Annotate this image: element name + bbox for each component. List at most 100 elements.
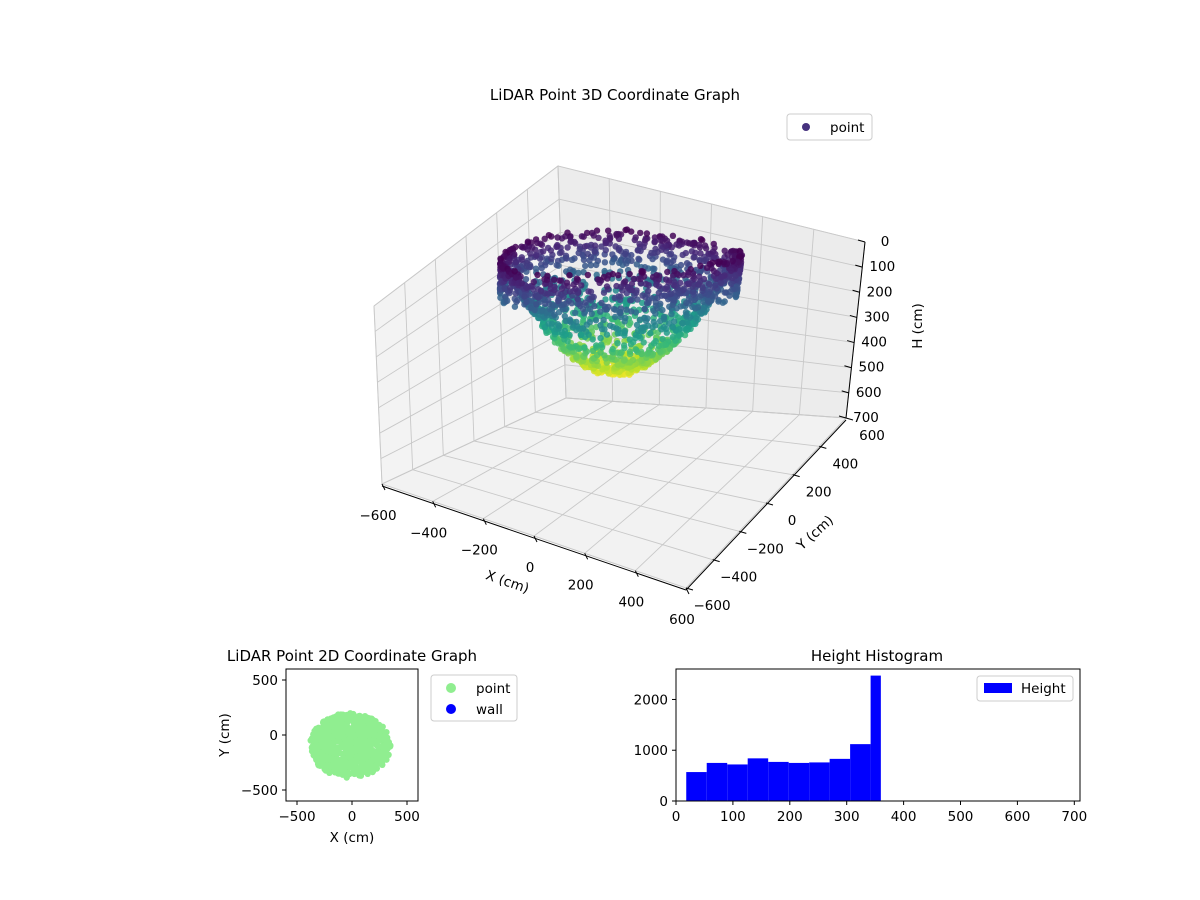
data-point-2d xyxy=(333,750,340,757)
data-point xyxy=(551,311,558,318)
x-axis-line xyxy=(381,485,687,591)
data-point xyxy=(686,240,693,247)
ticks-3d: −600−400−2000200400600−600−400−200020040… xyxy=(359,234,895,628)
data-point xyxy=(598,243,605,250)
tick-label-z: 300 xyxy=(864,309,890,325)
data-point xyxy=(581,243,589,250)
data-point-2d xyxy=(342,721,349,728)
data-point xyxy=(647,330,654,337)
scatter-2d-points xyxy=(307,710,394,781)
data-point xyxy=(603,331,611,338)
tick-label-y: −600 xyxy=(693,598,730,614)
data-point xyxy=(600,273,608,281)
data-point xyxy=(550,276,558,283)
data-point xyxy=(497,255,504,262)
data-point xyxy=(528,297,535,305)
data-point xyxy=(611,294,618,302)
data-point xyxy=(547,247,555,254)
data-point xyxy=(518,280,525,287)
data-point-2d xyxy=(342,727,349,735)
chart-3d: LiDAR Point 3D Coordinate Graph −600 −400… xyxy=(359,86,926,628)
tick-x xyxy=(533,535,538,543)
data-point xyxy=(570,281,577,288)
grid-3d xyxy=(373,165,866,589)
data-point xyxy=(591,242,599,249)
data-point xyxy=(728,280,735,288)
data-point xyxy=(523,263,530,270)
data-point xyxy=(697,262,704,269)
data-point xyxy=(654,294,661,301)
data-point xyxy=(649,273,657,281)
tick-label-y: −400 xyxy=(720,570,757,586)
data-point xyxy=(597,349,604,356)
legend-3d: point xyxy=(786,113,873,141)
data-point xyxy=(700,257,708,265)
data-point xyxy=(664,268,671,276)
data-point xyxy=(524,238,532,245)
data-point xyxy=(586,318,593,326)
data-point-2d xyxy=(332,728,339,736)
data-point xyxy=(566,288,574,295)
tick-label-x-hist: 300 xyxy=(834,809,860,825)
grid-line-z-back xyxy=(565,397,847,419)
data-point xyxy=(656,348,664,355)
data-point xyxy=(595,234,602,241)
data-point xyxy=(727,267,735,274)
data-point xyxy=(573,275,581,282)
tick-label-x-2d: 0 xyxy=(348,809,357,825)
data-point-2d xyxy=(360,760,368,768)
data-point xyxy=(665,320,673,327)
tick-z xyxy=(852,289,860,293)
data-point xyxy=(622,278,629,285)
data-point xyxy=(651,238,659,245)
data-point xyxy=(530,278,538,286)
data-point xyxy=(574,295,581,303)
data-point-2d xyxy=(321,766,328,773)
data-point xyxy=(709,284,716,291)
histogram-bar xyxy=(788,762,810,801)
data-point xyxy=(577,331,584,339)
data-point xyxy=(518,256,525,263)
grid-line-y xyxy=(473,440,767,504)
data-point-2d xyxy=(326,762,333,769)
grid-line-z-back xyxy=(557,165,866,243)
data-point xyxy=(633,321,641,329)
tick-z xyxy=(844,365,852,369)
legend-3d-marker xyxy=(802,123,810,131)
data-point xyxy=(628,280,636,288)
data-point xyxy=(613,232,620,239)
histogram-bar xyxy=(809,762,830,801)
data-point xyxy=(669,232,677,239)
data-point xyxy=(599,366,606,373)
data-point xyxy=(729,274,736,282)
data-point xyxy=(718,274,725,281)
data-point xyxy=(670,318,678,325)
grid-line-y-left xyxy=(496,212,506,427)
tick-label-z: 600 xyxy=(856,385,882,401)
chart-2d: LiDAR Point 2D Coordinate Graph −500 0 500… xyxy=(217,647,518,846)
data-point xyxy=(531,306,538,314)
data-point xyxy=(548,255,555,262)
data-point xyxy=(655,342,663,350)
data-point xyxy=(563,279,571,286)
grid-line-z-back xyxy=(559,198,863,268)
plot-frame-histogram xyxy=(675,668,1081,802)
data-point xyxy=(601,259,609,266)
data-point xyxy=(653,281,660,288)
data-point xyxy=(566,272,573,279)
data-point xyxy=(588,293,596,301)
data-point xyxy=(512,290,519,297)
legend-2d-marker-point xyxy=(446,683,456,693)
data-point xyxy=(572,309,579,317)
data-point xyxy=(622,226,629,234)
data-point-2d xyxy=(370,767,377,774)
data-point xyxy=(736,253,743,260)
tick-label-x: −600 xyxy=(359,508,396,524)
tick-label-y: 400 xyxy=(832,456,858,472)
data-point-2d xyxy=(363,717,370,724)
data-point xyxy=(564,244,571,251)
data-point xyxy=(689,288,697,295)
data-point xyxy=(591,302,598,310)
data-point xyxy=(643,300,651,307)
data-point-2d xyxy=(339,743,346,751)
